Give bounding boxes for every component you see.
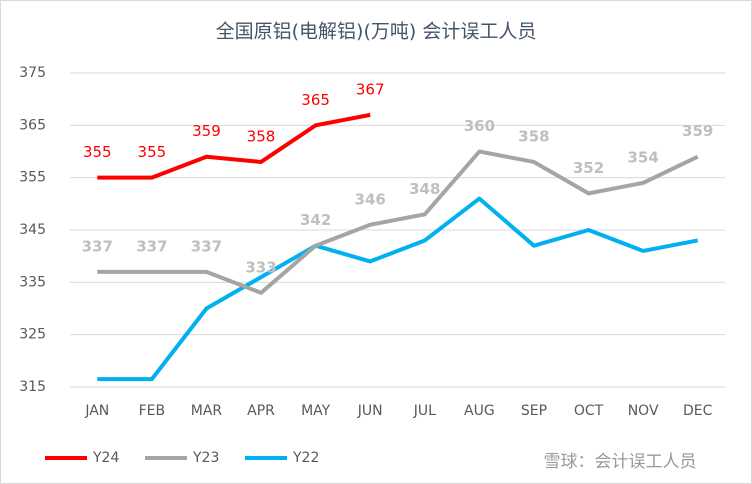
data-label: 348 bbox=[409, 180, 440, 198]
y-tick-label: 315 bbox=[19, 379, 46, 395]
data-label: 333 bbox=[245, 258, 276, 276]
x-tick-label: JUN bbox=[357, 403, 383, 419]
data-label: 358 bbox=[247, 127, 276, 145]
legend-label: Y24 bbox=[92, 450, 119, 466]
x-tick-label: MAR bbox=[191, 403, 223, 419]
x-tick-label: OCT bbox=[574, 403, 604, 419]
x-tick-label: MAY bbox=[301, 403, 331, 419]
line bbox=[97, 112, 371, 180]
data-label: 367 bbox=[356, 80, 385, 98]
chart-title: 全国原铝(电解铝)(万吨) 会计误工人员 bbox=[216, 21, 537, 43]
line bbox=[97, 196, 699, 382]
data-label: 359 bbox=[682, 122, 713, 140]
y-tick-label: 375 bbox=[19, 65, 46, 81]
data-label: 352 bbox=[573, 159, 604, 177]
data-label: 355 bbox=[83, 143, 112, 161]
data-label: 360 bbox=[464, 117, 495, 135]
data-label: 337 bbox=[82, 237, 113, 255]
x-tick-label: FEB bbox=[139, 403, 166, 419]
legend-label: Y22 bbox=[292, 450, 319, 466]
y-tick-label: 365 bbox=[19, 117, 46, 133]
x-tick-label: NOV bbox=[628, 403, 659, 419]
legend-label: Y23 bbox=[192, 450, 219, 466]
data-label: 346 bbox=[355, 190, 386, 208]
data-label: 355 bbox=[138, 143, 167, 161]
line bbox=[97, 149, 699, 295]
data-label: 359 bbox=[192, 122, 221, 140]
x-tick-label: AUG bbox=[464, 403, 495, 419]
data-label: 337 bbox=[191, 237, 222, 255]
x-tick-label: DEC bbox=[683, 403, 713, 419]
y-tick-label: 325 bbox=[19, 327, 46, 343]
data-label: 358 bbox=[518, 127, 549, 145]
data-label: 337 bbox=[136, 237, 167, 255]
watermark: 雪球：会计误工人员 bbox=[544, 452, 697, 472]
data-label: 365 bbox=[301, 91, 330, 109]
x-tick-label: JAN bbox=[84, 403, 109, 419]
x-tick-label: SEP bbox=[521, 403, 547, 419]
x-tick-label: JUL bbox=[413, 403, 436, 419]
data-label: 354 bbox=[627, 148, 658, 166]
x-tick-label: APR bbox=[247, 403, 275, 419]
data-label: 342 bbox=[300, 211, 331, 229]
y-tick-label: 335 bbox=[19, 274, 46, 290]
y-tick-label: 345 bbox=[19, 222, 46, 238]
y-tick-label: 355 bbox=[19, 170, 46, 186]
